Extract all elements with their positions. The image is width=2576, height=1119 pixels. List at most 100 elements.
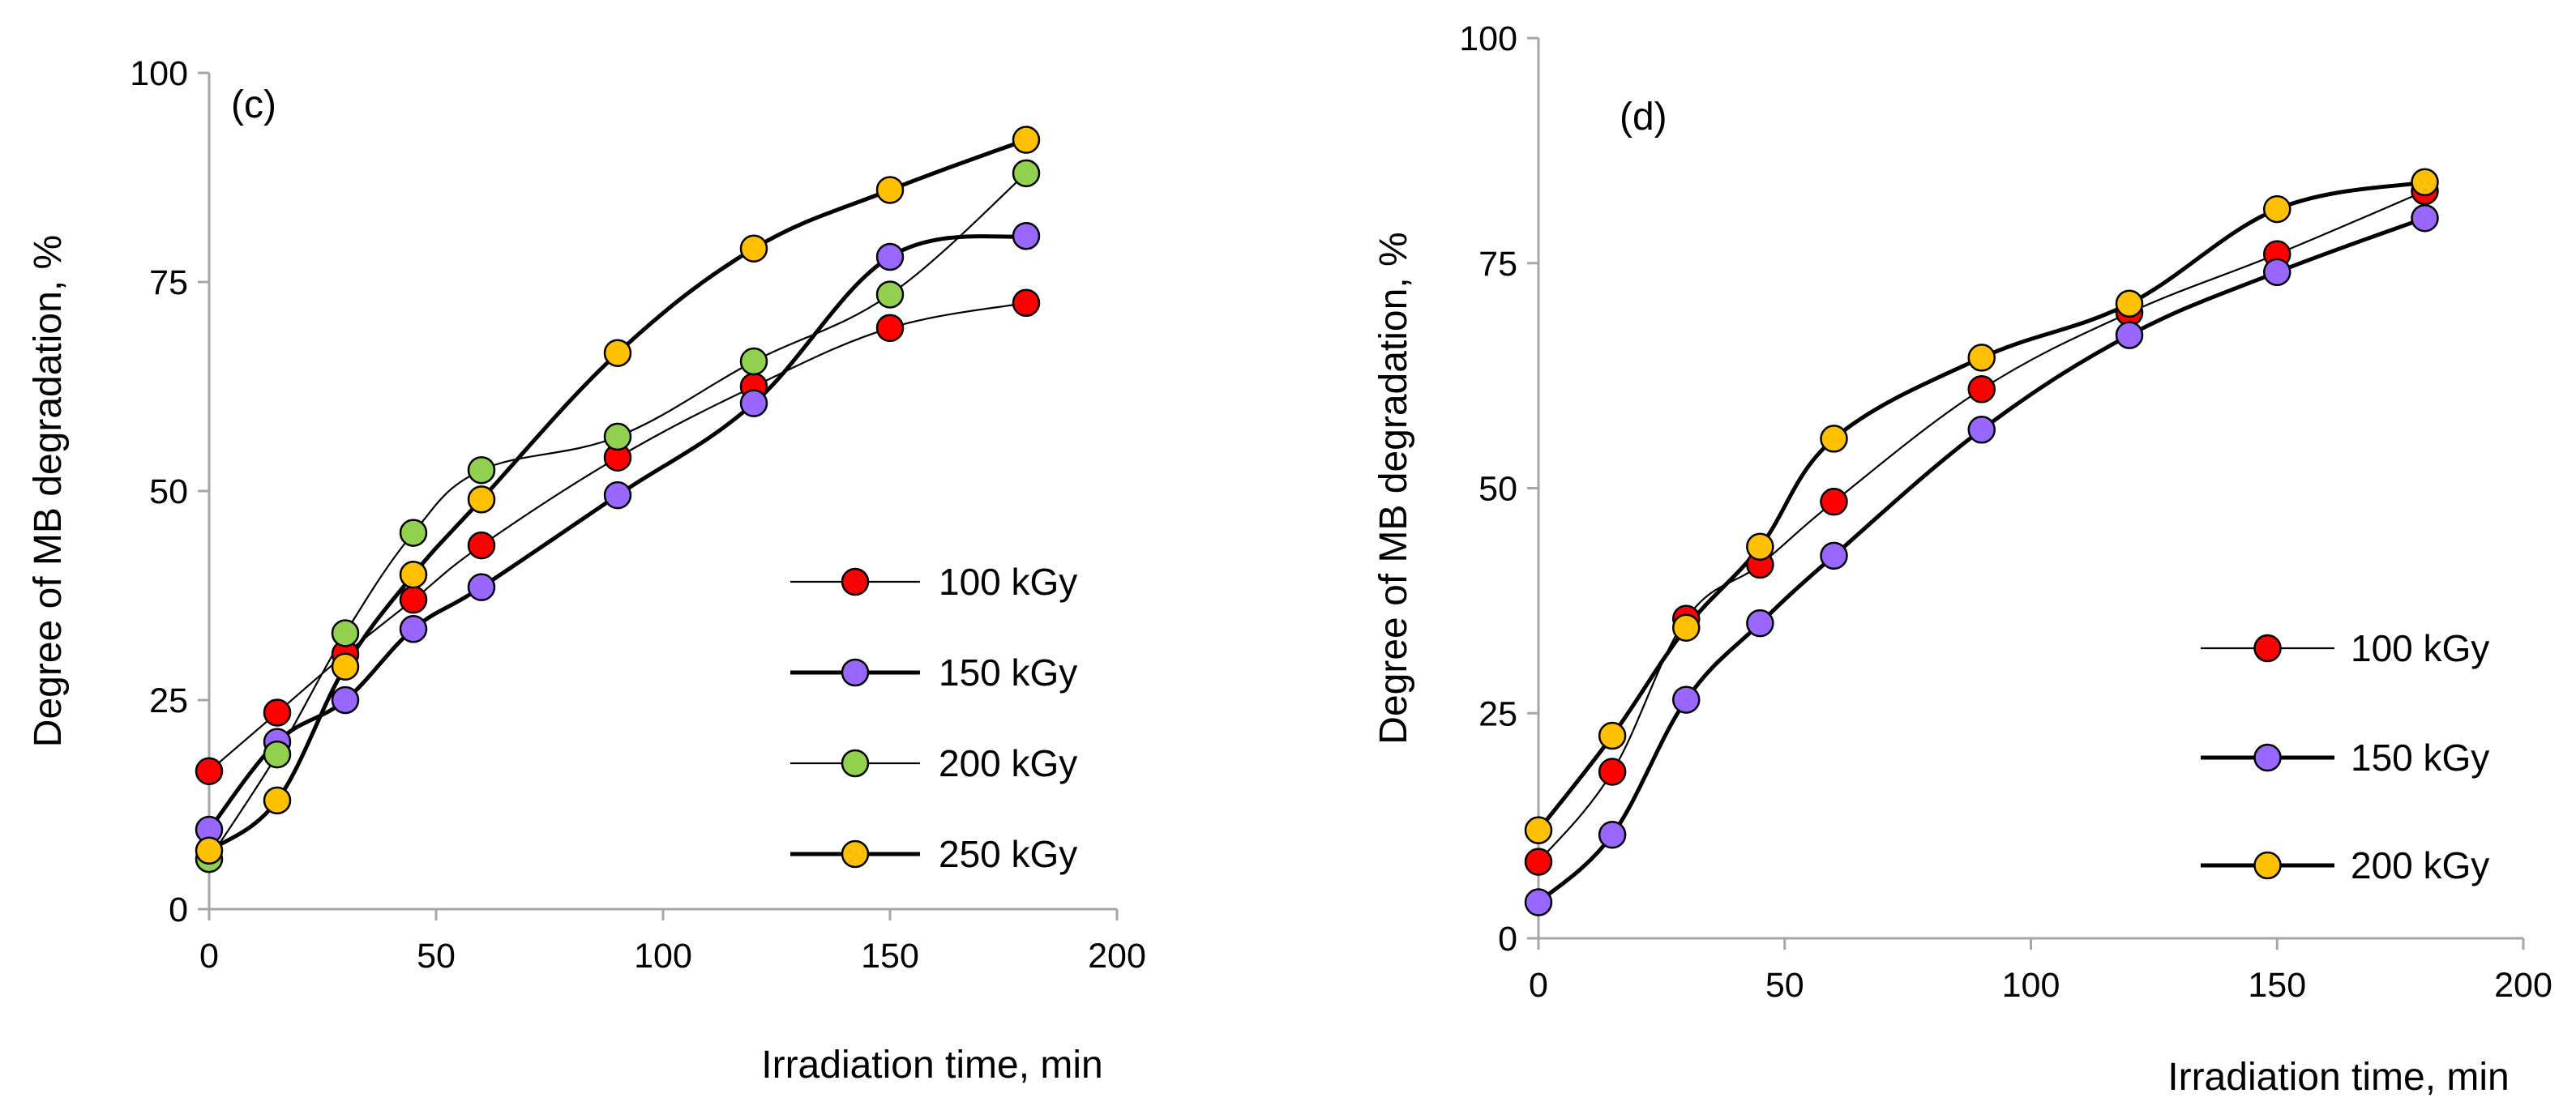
legend-marker	[841, 749, 870, 778]
data-point-150-kgy	[399, 615, 428, 643]
data-point-150-kgy	[2263, 258, 2291, 287]
x-tick-label: 50	[417, 937, 456, 976]
data-point-150-kgy	[739, 389, 768, 417]
data-point-100-kgy	[1598, 758, 1627, 786]
y-tick-label: 50	[149, 472, 188, 511]
legend-label: 100 kGy	[939, 561, 1077, 603]
data-point-200-kgy	[2263, 194, 2291, 224]
legend-marker	[841, 839, 870, 869]
x-tick-label: 200	[2494, 966, 2552, 1005]
series-line-150-kgy	[1537, 216, 2426, 904]
x-tick-label: 200	[1088, 937, 1146, 976]
legend-label: 150 kGy	[2351, 737, 2489, 779]
legend-label: 200 kGy	[2351, 844, 2489, 886]
data-point-150-kgy	[1672, 685, 1701, 714]
y-axis-label: Degree of MB degradation, %	[1372, 232, 1415, 744]
data-point-100-kgy	[875, 314, 905, 343]
data-point-250-kgy	[399, 560, 428, 589]
data-point-200-kgy	[331, 619, 360, 647]
legend-label: 100 kGy	[2351, 627, 2489, 669]
data-point-150-kgy	[1746, 609, 1774, 638]
data-point-150-kgy	[2115, 321, 2144, 349]
data-point-100-kgy	[1820, 487, 1848, 516]
data-point-200-kgy	[1524, 816, 1553, 844]
data-point-200-kgy	[1598, 721, 1627, 750]
y-tick-label: 25	[149, 681, 188, 720]
chart-panel-c: 0 25 50 75 100 0 50 100 150 200 Degree of MB degra…	[27, 54, 1146, 1087]
data-point-200-kgy	[1820, 425, 1848, 453]
data-point-150-kgy	[331, 685, 360, 715]
data-point-150-kgy	[875, 242, 905, 271]
series-line-200-kgy	[208, 172, 1027, 860]
y-tick-label: 25	[1478, 694, 1517, 733]
legend-label: 250 kGy	[939, 833, 1077, 875]
y-tick-label: 75	[149, 263, 188, 302]
series-line-100-kgy	[208, 301, 1027, 772]
data-point-200-kgy	[1746, 532, 1774, 561]
data-point-100-kgy	[1012, 288, 1041, 318]
data-point-200-kgy	[263, 740, 292, 769]
legend-label: 200 kGy	[939, 742, 1077, 784]
data-point-200-kgy	[1967, 344, 1996, 372]
data-point-250-kgy	[603, 339, 632, 367]
legend: 100 kGy 150 kGy 200 kGy 250 kGy	[790, 561, 1077, 875]
x-tick-label: 100	[634, 937, 692, 976]
data-point-200-kgy	[399, 519, 428, 547]
y-tick-label: 100	[1459, 19, 1517, 58]
y-tick-label: 100	[130, 54, 188, 93]
data-point-200-kgy	[1672, 613, 1701, 642]
data-point-250-kgy	[875, 176, 905, 204]
data-point-150-kgy	[1820, 541, 1848, 570]
panel-label: (c)	[231, 83, 276, 126]
legend-marker	[2253, 851, 2282, 880]
data-point-250-kgy	[263, 786, 292, 815]
data-point-150-kgy	[1012, 221, 1041, 250]
legend-label: 150 kGy	[939, 651, 1077, 694]
data-point-100-kgy	[399, 585, 428, 614]
data-point-150-kgy	[2411, 203, 2439, 233]
data-point-250-kgy	[195, 836, 224, 865]
y-tick-label: 0	[1498, 920, 1517, 959]
chart-panel-d: 0 25 50 75 100 0 50 100 150 200 Degree of MB degra…	[1372, 19, 2552, 1099]
data-point-250-kgy	[1012, 126, 1041, 154]
series-line-100-kgy	[1538, 190, 2425, 863]
x-tick-label: 150	[861, 937, 919, 976]
series-line-250-kgy	[208, 138, 1027, 852]
data-point-200-kgy	[2115, 289, 2144, 318]
data-point-200-kgy	[603, 422, 632, 451]
data-point-200-kgy	[739, 347, 768, 376]
data-point-150-kgy	[467, 573, 496, 601]
data-point-100-kgy	[263, 698, 292, 727]
x-tick-label: 50	[1765, 966, 1804, 1005]
y-tick-label: 0	[169, 891, 188, 929]
y-tick-label: 75	[1478, 245, 1517, 284]
legend-marker	[2253, 634, 2282, 663]
x-axis-label: Irradiation time, min	[2167, 1056, 2509, 1099]
data-point-150-kgy	[1967, 416, 1996, 444]
data-point-250-kgy	[331, 652, 360, 681]
data-point-150-kgy	[1524, 888, 1553, 916]
legend: 100 kGy 150 kGy 200 kGy	[2201, 627, 2489, 886]
x-tick-label: 100	[2002, 966, 2060, 1005]
data-point-200-kgy	[2411, 168, 2439, 197]
data-point-150-kgy	[1598, 820, 1627, 849]
legend-marker	[841, 658, 870, 687]
data-point-150-kgy	[603, 480, 632, 510]
y-axis-label: Degree of MB degradation, %	[27, 235, 70, 747]
data-point-200-kgy	[467, 455, 496, 485]
x-tick-label: 0	[199, 937, 219, 976]
data-point-200-kgy	[875, 280, 905, 309]
data-point-250-kgy	[739, 234, 768, 263]
series-line-150-kgy	[208, 233, 1027, 831]
x-tick-label: 0	[1529, 966, 1548, 1005]
y-tick-label: 50	[1478, 470, 1517, 509]
data-point-200-kgy	[1012, 159, 1041, 188]
x-axis-label: Irradiation time, min	[761, 1044, 1102, 1087]
x-tick-label: 150	[2248, 966, 2306, 1005]
legend-marker	[841, 567, 870, 596]
data-point-100-kgy	[467, 531, 496, 560]
data-point-100-kgy	[1967, 375, 1996, 404]
panel-label: (d)	[1620, 96, 1667, 139]
data-point-100-kgy	[195, 757, 224, 785]
